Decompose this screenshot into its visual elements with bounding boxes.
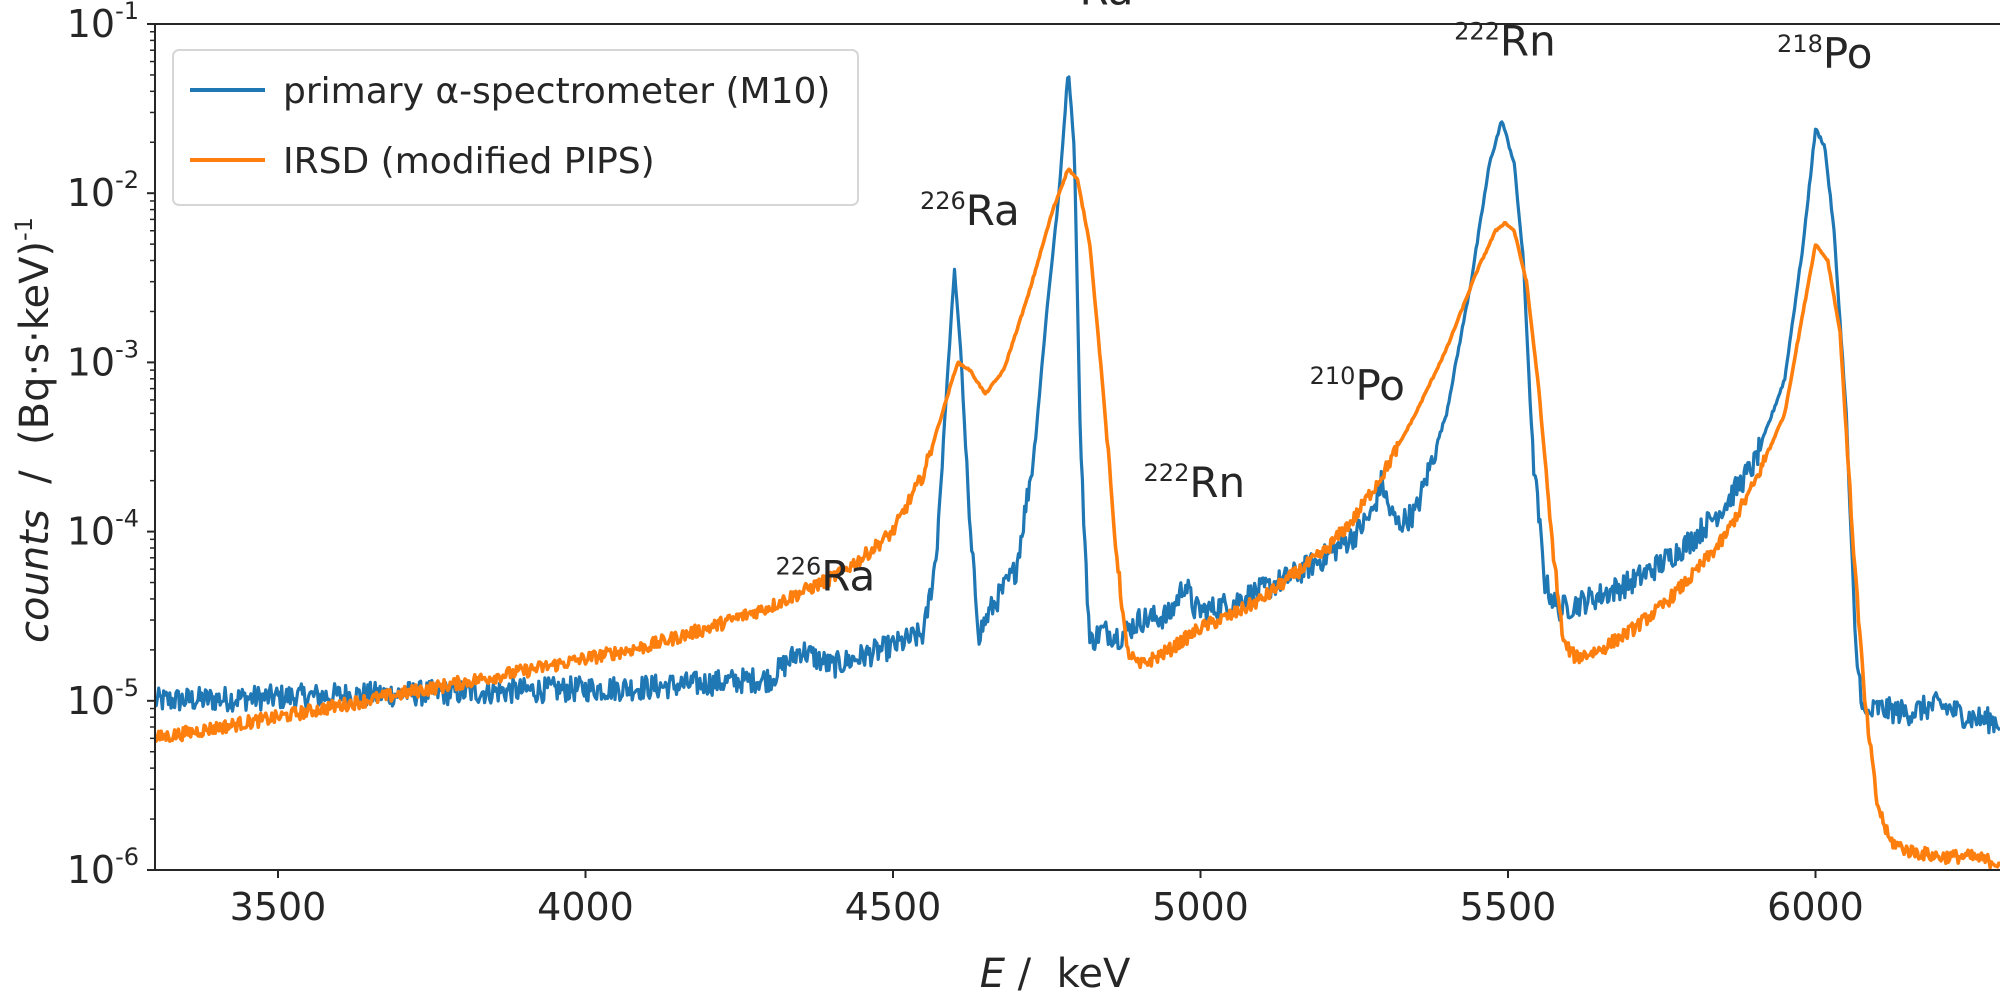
y-tick-base: 10 — [67, 679, 115, 723]
y-tick-base: 10 — [67, 340, 115, 384]
legend-label: IRSD (modified PIPS) — [283, 141, 655, 182]
peak-label-element: Po — [1355, 361, 1405, 410]
peak-label-mass-number: 226 — [920, 187, 966, 215]
y-tick-label: 10-1 — [67, 0, 139, 46]
x-axis-symbol: E — [980, 951, 1006, 995]
x-tick-label: 4500 — [845, 885, 942, 929]
y-tick-base: 10 — [67, 848, 115, 892]
y-tick-exponent: -6 — [115, 843, 139, 871]
y-tick-base: 10 — [67, 171, 115, 215]
y-axis-quantity: counts — [12, 509, 58, 643]
peak-label: 210Po — [1310, 361, 1405, 410]
y-axis-title: counts / (Bq·s·keV)-1 — [10, 217, 58, 643]
x-tick-label: 5500 — [1460, 885, 1557, 929]
y-tick-label: 10-3 — [67, 335, 139, 384]
legend: primary α-spectrometer (M10) IRSD (modifi… — [172, 49, 859, 206]
x-tick-label: 3500 — [230, 885, 327, 929]
y-axis-separator: / — [12, 445, 58, 509]
peak-label: 226Ra — [920, 186, 1020, 235]
peak-label: 222Rn — [1144, 458, 1246, 507]
y-tick-label: 10-2 — [67, 166, 139, 215]
x-axis-separator: / — [1005, 951, 1057, 995]
x-axis-title: E / keV — [980, 951, 1131, 995]
peak-label-mass-number: 210 — [1310, 362, 1356, 390]
peak-label-mass-number: 222 — [1144, 459, 1190, 487]
x-axis-unit: keV — [1057, 951, 1131, 995]
peak-label-element: Ra — [966, 186, 1020, 235]
legend-label: primary α-spectrometer (M10) — [283, 71, 830, 112]
x-tick-label: 5000 — [1152, 885, 1249, 929]
axis-titles: E / keV counts / (Bq·s·keV)-1 — [10, 217, 1131, 995]
y-tick-exponent: -4 — [115, 505, 139, 533]
axes: 3500 4000 4500 5000 5500 600010-110-210-310-4… — [67, 0, 2000, 929]
peak-label-element: Rn — [1500, 17, 1556, 66]
y-tick-label: 10-5 — [67, 674, 139, 723]
peak-label-element: Ra — [1080, 0, 1134, 15]
y-tick-exponent: -1 — [115, 0, 139, 25]
y-axis-exponent: -1 — [10, 217, 38, 241]
peak-label-element: Rn — [1189, 458, 1245, 507]
peak-label-mass-number: 226 — [775, 552, 821, 580]
y-tick-base: 10 — [67, 510, 115, 554]
peak-label-mass-number: 222 — [1454, 18, 1500, 46]
y-tick-exponent: -2 — [115, 166, 139, 194]
y-tick-label: 10-4 — [67, 505, 139, 554]
legend-box — [172, 49, 859, 206]
series-line-irsd — [155, 167, 2000, 870]
peak-label: 226Ra — [1034, 0, 1134, 15]
x-tick-label: 4000 — [537, 885, 634, 929]
peak-label-mass-number: 218 — [1777, 30, 1823, 58]
peak-annotations: 226Ra226Ra226Ra222Rn210Po222Rn218Po — [775, 0, 1872, 600]
y-tick-exponent: -5 — [115, 674, 139, 702]
peak-label-element: Ra — [821, 551, 875, 600]
series-layer — [155, 75, 2000, 870]
y-axis-unit: (Bq·s·keV) — [12, 241, 58, 445]
peak-label-element: Po — [1823, 29, 1873, 78]
peak-label: 226Ra — [775, 551, 875, 600]
peak-label: 222Rn — [1454, 17, 1556, 66]
y-tick-base: 10 — [67, 2, 115, 46]
peak-label: 218Po — [1777, 29, 1872, 78]
y-tick-exponent: -3 — [115, 335, 139, 363]
x-tick-label: 6000 — [1767, 885, 1864, 929]
y-tick-label: 10-6 — [67, 843, 139, 892]
